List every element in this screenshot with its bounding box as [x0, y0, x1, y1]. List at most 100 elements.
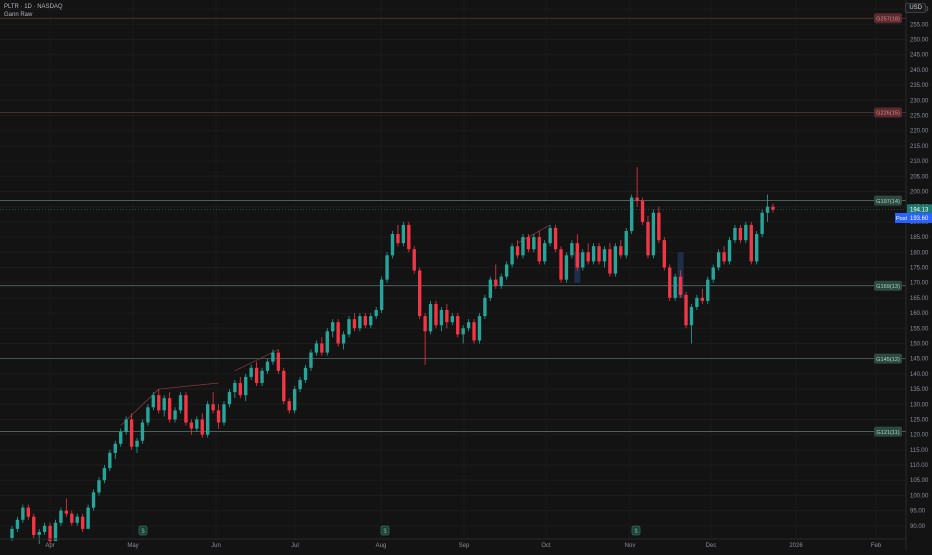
candle — [548, 224, 552, 247]
candle-body — [543, 243, 547, 262]
y-tick-label: 145.00 — [910, 357, 929, 363]
candle — [706, 276, 710, 304]
candle-body — [635, 197, 639, 201]
candle — [668, 264, 672, 301]
candle-body — [53, 522, 58, 542]
candle — [292, 386, 297, 414]
y-tick-label: 225.00 — [910, 114, 929, 120]
x-tick-label: Sep — [459, 543, 470, 549]
candle — [646, 215, 650, 259]
candle-body — [162, 398, 166, 411]
candle-body — [363, 316, 368, 326]
candle-body — [624, 231, 628, 256]
candle-body — [91, 492, 96, 508]
candle-body — [59, 510, 63, 523]
candle-body — [249, 367, 253, 377]
indicator-name[interactable]: Gann Raw — [4, 12, 33, 18]
candle-body — [374, 310, 378, 317]
candle — [651, 209, 656, 259]
candle — [608, 243, 612, 277]
candle-body — [195, 419, 199, 429]
candle — [265, 358, 270, 374]
gann-level-tag — [874, 280, 902, 291]
candle-body — [173, 410, 177, 420]
candle-body — [494, 279, 498, 286]
y-tick-label: 140.00 — [910, 372, 929, 378]
x-tick-label: Aug — [376, 543, 387, 549]
earnings-icon: $ — [380, 525, 390, 536]
candle — [341, 331, 346, 350]
gann-level-label: G169(13) — [876, 284, 900, 290]
candle-body — [385, 255, 389, 280]
y-tick-label: 115.00 — [910, 448, 929, 454]
candle — [613, 243, 618, 277]
candle-body — [80, 516, 85, 529]
candle-body — [450, 316, 454, 323]
candle-body — [613, 246, 618, 274]
candle-body — [21, 507, 25, 520]
candle — [439, 306, 444, 332]
candle — [765, 194, 770, 222]
y-tick-label: 250.00 — [910, 38, 929, 44]
candle — [178, 392, 183, 414]
candle — [722, 246, 726, 265]
candle — [727, 237, 732, 265]
x-tick-label: Apr — [45, 543, 54, 549]
candle — [662, 237, 666, 271]
candle-body — [445, 310, 449, 323]
candle — [521, 234, 525, 259]
candle-body — [646, 221, 650, 256]
y-tick-label: 200.00 — [910, 189, 929, 195]
candle — [254, 361, 259, 387]
candle — [575, 234, 579, 271]
candle-body — [472, 322, 476, 341]
candle — [456, 313, 460, 338]
candle-body — [222, 404, 226, 423]
candle — [445, 303, 449, 329]
candle — [466, 319, 471, 332]
candle-body — [570, 243, 574, 256]
candle-body — [706, 279, 710, 301]
y-tick-label: 155.00 — [910, 326, 929, 332]
candle — [309, 349, 313, 371]
candle-body — [608, 249, 612, 274]
candle — [347, 316, 351, 338]
candle-body — [765, 206, 770, 213]
candle-body — [744, 224, 748, 241]
candle — [271, 349, 275, 365]
y-tick-label: 160.00 — [910, 311, 929, 317]
candle — [352, 313, 357, 332]
candle — [412, 246, 416, 274]
candle-body — [401, 224, 406, 244]
candle-body — [651, 212, 656, 256]
candle-body — [733, 227, 737, 241]
candle-body — [303, 367, 308, 380]
candle-body — [521, 237, 525, 256]
currency-selector[interactable]: USD — [905, 3, 926, 13]
candle-body — [727, 240, 732, 262]
y-tick-label: 205.00 — [910, 174, 929, 180]
earnings-icon-glyph: $ — [383, 529, 387, 535]
candle — [70, 510, 74, 526]
candle — [390, 231, 395, 259]
candle-body — [722, 252, 726, 262]
candle — [624, 227, 628, 259]
candle — [472, 319, 476, 344]
candle-body — [75, 516, 79, 523]
candle — [146, 404, 150, 426]
candle — [211, 392, 215, 414]
candle-body — [499, 276, 503, 286]
candle-body — [407, 224, 411, 250]
post-market-name: Post — [896, 216, 907, 222]
y-tick-label: 100.00 — [910, 493, 929, 499]
candle — [711, 264, 715, 283]
candle — [129, 413, 134, 450]
candle-body — [86, 507, 90, 529]
candle-body — [716, 252, 721, 268]
candle — [755, 231, 759, 265]
candle — [385, 252, 389, 283]
candle-body — [254, 367, 259, 383]
candle-body — [586, 252, 590, 262]
